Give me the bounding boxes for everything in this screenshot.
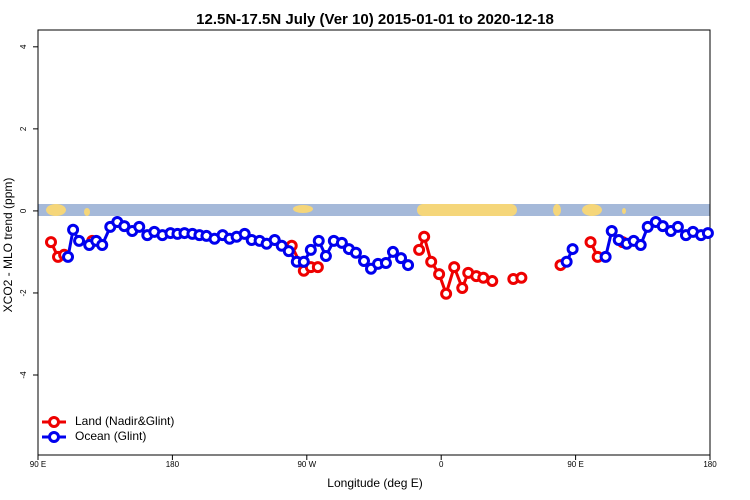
land-patch [582,204,602,216]
data-point [73,234,86,247]
data-point [701,227,714,240]
data-point [515,271,528,284]
data-point [335,236,348,249]
y-tick-label: -4 [19,371,28,379]
legend-label: Ocean (Glint) [75,429,146,443]
data-point [656,220,669,233]
data-point [319,250,332,263]
data-point [67,223,80,236]
data-point [395,252,408,265]
data-point [238,227,251,240]
land-patch [417,204,517,216]
land-patch [553,204,561,216]
y-tick-label: -2 [19,289,28,297]
x-tick-label: 0 [439,460,444,469]
chart-title: 12.5N-17.5N July (Ver 10) 2015-01-01 to … [196,11,554,28]
data-point [634,238,647,251]
data-point [584,236,597,249]
data-point [671,220,684,233]
data-point [379,257,392,270]
data-point [448,261,461,274]
land-mask [38,204,710,216]
x-tick-label: 90 W [297,460,316,469]
x-tick-label: 90 E [567,460,583,469]
x-tick-label: 90 E [30,460,46,469]
data-point [282,245,295,258]
data-point [599,250,612,263]
x-tick-label: 180 [703,460,717,469]
data-point [304,243,317,256]
data-point [402,259,415,272]
land-patch [46,204,66,216]
data-point [641,220,654,233]
data-point [456,282,469,295]
data-point [605,225,618,238]
land-patch [293,205,313,213]
data-point [312,234,325,247]
data-point [486,275,499,288]
legend-label: Land (Nadir&Glint) [75,414,174,428]
land-patch [84,208,90,216]
data-point [357,254,370,267]
data-point [566,243,579,256]
data-point [133,220,146,233]
plot-frame [37,29,711,456]
data-point [433,268,446,281]
x-axis-label: Longitude (deg E) [327,476,422,490]
y-tick-label: 4 [19,44,28,49]
data-point [386,245,399,258]
data-point [349,246,362,259]
data-point [440,287,453,300]
x-tick-label: 180 [166,460,180,469]
y-tick-label: 0 [19,208,28,213]
land-patch [622,208,626,214]
ocean-band [38,204,710,216]
data-point [560,255,573,268]
data-point [44,236,57,249]
data-point [413,243,426,256]
y-tick-label: 2 [19,126,28,131]
legend-marker [48,431,60,443]
data-point [297,255,310,268]
data-point [96,238,109,251]
data-point [425,255,438,268]
data-point [62,250,75,263]
legend-marker [48,416,60,428]
y-axis-label: XCO2 - MLO trend (ppm) [1,178,15,313]
data-point [311,261,324,274]
data-point [418,230,431,243]
